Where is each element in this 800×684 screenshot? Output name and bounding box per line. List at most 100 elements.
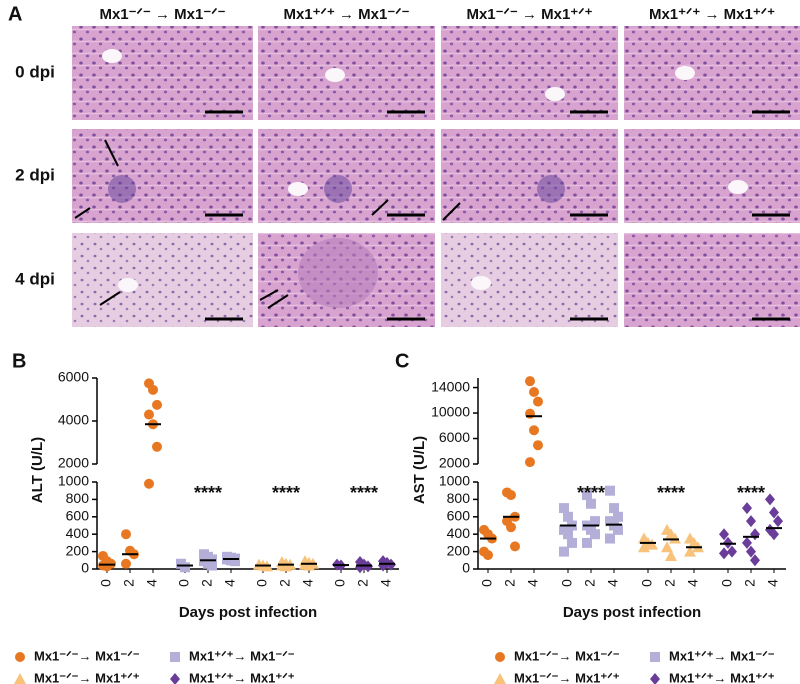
data-point — [590, 516, 600, 527]
histology-image — [624, 129, 800, 223]
x-tick-label: 0 — [559, 579, 575, 587]
vessel — [325, 68, 345, 82]
y-tick-label: 200 — [66, 542, 90, 558]
data-point — [769, 506, 779, 519]
histology-image — [441, 26, 618, 120]
data-point — [750, 554, 760, 567]
data-point — [684, 545, 696, 557]
data-point — [180, 562, 190, 573]
data-point — [483, 550, 493, 561]
data-point — [355, 561, 365, 574]
histology-image — [624, 233, 800, 327]
data-point — [280, 560, 292, 572]
data-point — [586, 498, 596, 509]
y-tick-label: 800 — [66, 490, 90, 506]
data-point — [559, 546, 569, 557]
row-label: 2 dpi — [15, 165, 55, 184]
arrow — [74, 207, 91, 219]
arrow — [104, 139, 119, 167]
arrow — [259, 289, 279, 301]
legend-label: Mx1⁺ᐟ⁺→ Mx1⁻ᐟ⁻ — [189, 648, 295, 663]
x-tick-label: 4 — [222, 579, 238, 587]
vessel — [118, 278, 138, 292]
data-point — [665, 549, 677, 561]
x-tick-label: 2 — [199, 579, 215, 587]
y-tick-label: 1000 — [58, 473, 89, 489]
data-point — [144, 409, 154, 420]
data-point — [230, 556, 240, 567]
significance: **** — [737, 483, 765, 503]
vessel — [102, 49, 122, 63]
data-point — [144, 478, 154, 489]
data-point — [102, 561, 112, 572]
vessel — [545, 87, 565, 101]
x-tick-label: 2 — [742, 579, 758, 587]
y-axis-label: AST (U/L) — [411, 436, 428, 504]
panel-label: C — [395, 350, 409, 372]
legend-label: Mx1⁺ᐟ⁺→ Mx1⁺ᐟ⁺ — [669, 670, 775, 684]
x-tick-label: 2 — [662, 579, 678, 587]
data-point — [152, 399, 162, 410]
x-tick-label: 2 — [502, 579, 518, 587]
legend-label: Mx1⁻ᐟ⁻→ Mx1⁺ᐟ⁺ — [514, 670, 620, 684]
data-point — [582, 537, 592, 548]
x-tick-label: 4 — [300, 579, 316, 587]
vessel — [728, 180, 748, 194]
row-label: 4 dpi — [15, 269, 55, 288]
y-tick-label: 600 — [66, 508, 90, 524]
data-point — [207, 560, 217, 571]
data-point — [765, 493, 775, 506]
y-tick-label: 2000 — [58, 455, 89, 471]
data-point — [563, 529, 573, 540]
data-point — [563, 511, 573, 522]
arrow — [371, 199, 389, 216]
data-point — [646, 538, 658, 550]
data-point — [590, 529, 600, 540]
x-tick-label: 2 — [121, 579, 137, 587]
significance: **** — [350, 483, 378, 503]
x-tick-label: 0 — [719, 579, 735, 587]
arrow — [267, 294, 289, 309]
histology-image — [441, 233, 618, 327]
data-point — [605, 485, 615, 496]
infiltrate — [537, 175, 565, 203]
data-point — [121, 529, 131, 540]
data-point — [661, 541, 673, 553]
data-point — [533, 440, 543, 451]
data-point — [719, 528, 729, 541]
x-tick-label: 2 — [277, 579, 293, 587]
data-point — [303, 559, 315, 571]
x-tick-label: 4 — [525, 579, 541, 587]
histology-image — [258, 26, 435, 120]
data-point — [609, 503, 619, 514]
y-tick-label: 10000 — [431, 404, 470, 420]
panel-label: B — [12, 350, 26, 372]
data-point — [613, 511, 623, 522]
data-point — [773, 515, 783, 528]
x-tick-label: 0 — [639, 579, 655, 587]
y-axis-label: ALT (U/L) — [29, 437, 46, 503]
vessel — [288, 182, 308, 196]
data-point — [746, 545, 756, 558]
histology-image — [72, 26, 253, 120]
data-point — [605, 533, 615, 544]
column-header: Mx1⁺ᐟ⁺ → Mx1⁻ᐟ⁻ — [283, 6, 409, 23]
arrow — [442, 202, 461, 221]
histology-image — [624, 26, 800, 120]
data-point — [152, 441, 162, 452]
data-point — [746, 515, 756, 528]
column-header: Mx1⁻ᐟ⁻ → Mx1⁻ᐟ⁻ — [99, 6, 225, 23]
data-point — [378, 559, 388, 572]
data-point — [742, 502, 752, 515]
significance: **** — [272, 483, 300, 503]
x-tick-label: 4 — [144, 579, 160, 587]
data-point — [506, 522, 516, 533]
y-tick-label: 400 — [66, 525, 90, 541]
data-point — [613, 524, 623, 535]
legend-marker — [650, 673, 660, 684]
column-header: Mx1⁻ᐟ⁻ → Mx1⁺ᐟ⁺ — [466, 6, 592, 23]
data-point — [121, 558, 131, 569]
data-point — [742, 536, 752, 549]
legend-marker — [14, 673, 26, 684]
